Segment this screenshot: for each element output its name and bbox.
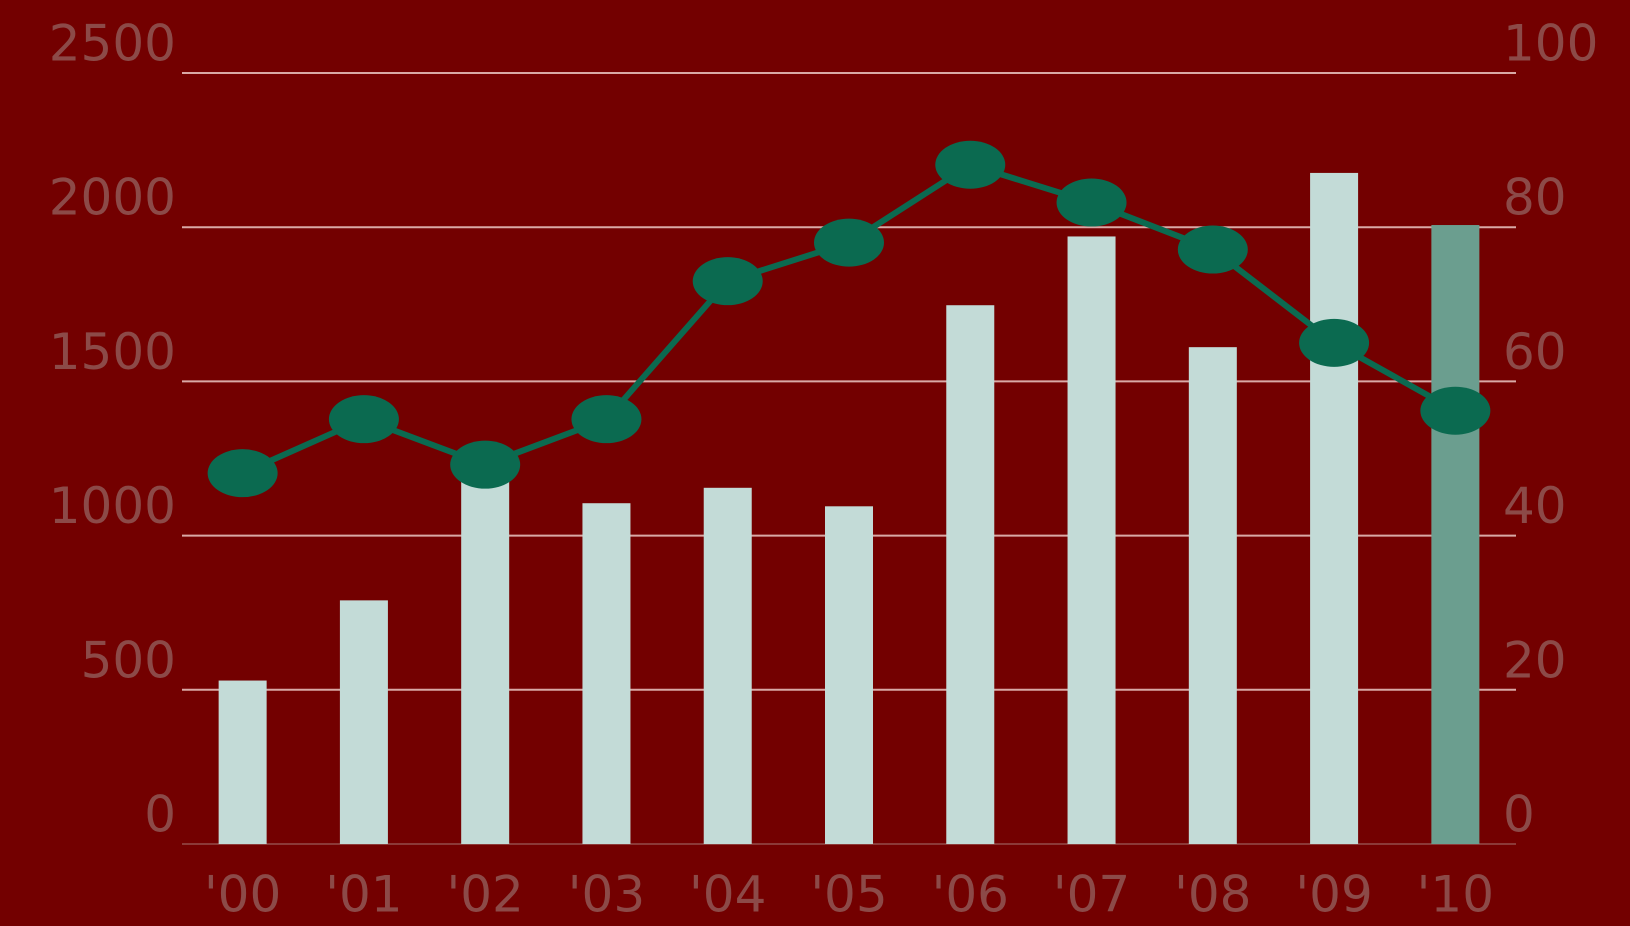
x-tick-label: '03 <box>568 866 645 924</box>
bar <box>1310 172 1359 844</box>
line-point <box>328 395 399 444</box>
y-tick-label: 2500 <box>49 15 176 73</box>
y-tick-label: 500 <box>81 631 176 689</box>
bar <box>339 600 388 844</box>
line-point <box>935 140 1006 189</box>
line-point <box>1420 386 1491 435</box>
bar <box>1188 347 1237 844</box>
line-point <box>450 440 521 489</box>
line-point <box>1299 318 1370 367</box>
x-tick-label: '01 <box>325 866 402 924</box>
y2-tick-label: 80 <box>1503 169 1567 227</box>
y-tick-label: 1000 <box>49 477 176 535</box>
line-point <box>1056 178 1127 227</box>
x-tick-label: '06 <box>932 866 1009 924</box>
bar <box>825 506 873 844</box>
bar <box>703 487 752 844</box>
x-tick-label: '04 <box>689 866 766 924</box>
x-tick-label: '00 <box>204 866 281 924</box>
line-point <box>207 449 278 498</box>
bar <box>461 480 510 844</box>
x-tick-label: '02 <box>446 866 523 924</box>
bar <box>582 503 631 844</box>
x-tick-label: '08 <box>1174 866 1251 924</box>
y2-tick-label: 60 <box>1503 323 1567 381</box>
y-tick-label: 1500 <box>49 323 176 381</box>
line-point <box>571 395 642 444</box>
x-tick-label: '10 <box>1417 866 1494 924</box>
x-tick-label: '05 <box>810 866 887 924</box>
line-point <box>1177 225 1248 274</box>
line-point <box>814 218 884 267</box>
bar <box>218 680 267 844</box>
x-tick-label: '07 <box>1053 866 1130 924</box>
x-tick-label: '09 <box>1295 866 1372 924</box>
y-tick-label: 2000 <box>49 169 176 227</box>
y2-tick-label: 0 <box>1503 786 1535 844</box>
line-point <box>692 257 763 306</box>
y2-tick-label: 100 <box>1503 15 1598 73</box>
bar <box>1431 225 1480 844</box>
y2-tick-label: 40 <box>1503 477 1567 535</box>
bar <box>1067 236 1116 844</box>
y-tick-label: 0 <box>144 786 176 844</box>
y2-tick-label: 20 <box>1503 631 1567 689</box>
bar <box>946 305 995 844</box>
